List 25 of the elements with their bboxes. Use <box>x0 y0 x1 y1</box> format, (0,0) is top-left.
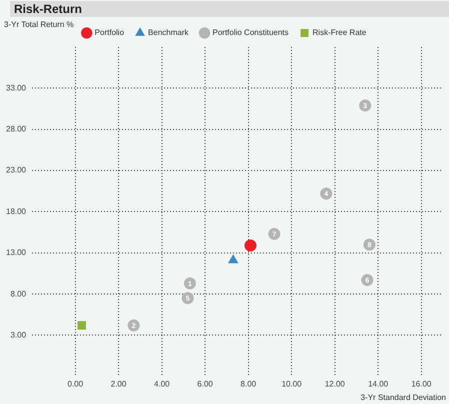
y-tick-label: 3.00 <box>10 330 27 340</box>
legend-label: Portfolio Constituents <box>212 28 289 38</box>
x-tick-label: 16.00 <box>411 379 432 388</box>
x-tick-label: 6.00 <box>197 379 214 388</box>
x-tick-label: 8.00 <box>240 379 257 388</box>
y-tick-label: 18.00 <box>6 206 27 216</box>
legend-label: Benchmark <box>148 28 190 38</box>
x-axis-title: 3-Yr Standard Deviation <box>360 393 446 402</box>
y-axis-title: 3-Yr Total Return % <box>4 20 74 30</box>
legend-label: Portfolio <box>94 28 125 38</box>
y-tick-label: 23.00 <box>6 166 27 175</box>
point <box>244 239 256 252</box>
legend-label: Risk-Free Rate <box>312 28 367 38</box>
x-tick-label: 2.00 <box>110 379 127 388</box>
y-tick-label: 28.00 <box>6 124 27 134</box>
x-tick-label: 14.00 <box>368 379 389 388</box>
chart-title: Risk-Return <box>10 1 449 17</box>
x-tick-label: 0.00 <box>67 379 84 388</box>
point <box>78 321 86 330</box>
y-tick-label: 33.00 <box>6 83 27 92</box>
x-tick-label: 10.00 <box>282 379 302 388</box>
y-tick-label: 8.00 <box>10 289 27 298</box>
x-tick-label: 12.00 <box>324 379 346 388</box>
y-tick-label: 13.00 <box>6 248 27 258</box>
x-tick-label: 4.00 <box>154 379 170 388</box>
